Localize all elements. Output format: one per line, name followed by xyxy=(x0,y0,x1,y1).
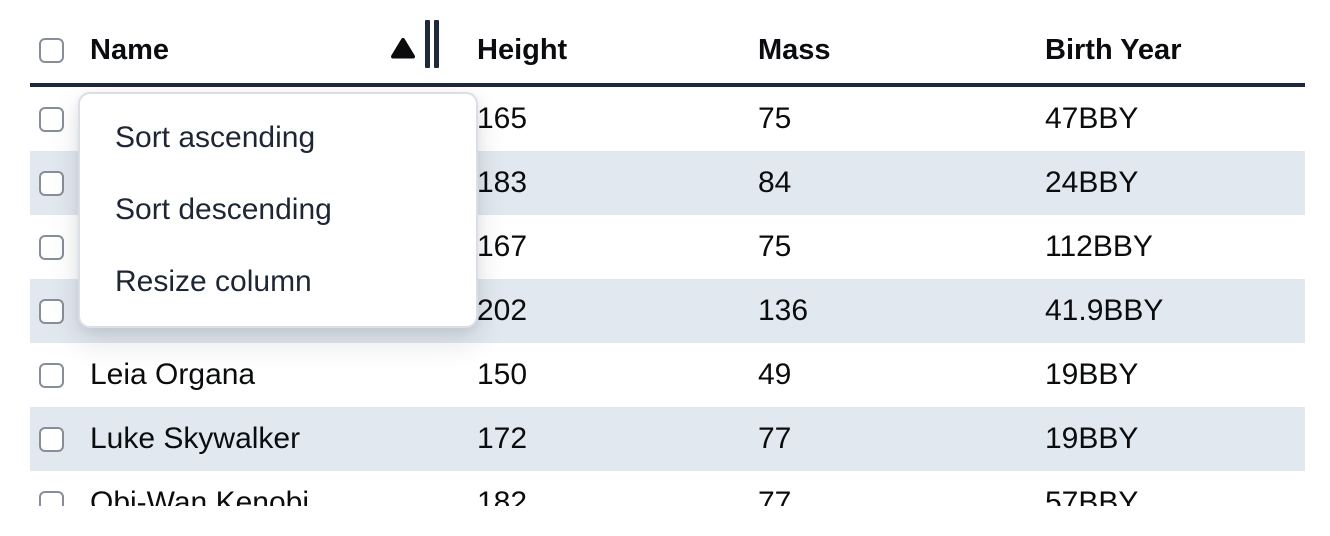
row-checkbox[interactable] xyxy=(39,170,64,196)
column-header-birth-year[interactable]: Birth Year xyxy=(1045,34,1182,66)
cell-birth-year: 41.9BBY xyxy=(1045,294,1164,327)
row-checkbox[interactable] xyxy=(39,234,64,260)
column-header-height[interactable]: Height xyxy=(477,34,568,66)
cell-mass: 49 xyxy=(758,358,792,391)
select-all-checkbox[interactable] xyxy=(39,38,64,63)
cell-height: 202 xyxy=(477,294,528,327)
table-row: Obi-Wan Kenobi 182 77 57BBY xyxy=(30,471,1305,506)
row-checkbox-cell xyxy=(30,106,90,132)
cell-height: 172 xyxy=(477,422,528,455)
table-row: Luke Skywalker 172 77 19BBY xyxy=(30,407,1305,471)
resize-bar xyxy=(425,20,430,68)
cell-height: 167 xyxy=(477,230,528,263)
cell-mass: 77 xyxy=(758,486,792,506)
cell-name: Leia Organa xyxy=(90,358,256,391)
cell-height: 183 xyxy=(477,166,528,199)
cell-mass: 136 xyxy=(758,294,809,327)
row-checkbox[interactable] xyxy=(39,490,64,506)
cell-height: 150 xyxy=(477,358,528,391)
menu-item-sort-ascending[interactable]: Sort ascending xyxy=(115,121,316,154)
menu-item-sort-descending[interactable]: Sort descending xyxy=(115,193,332,226)
cell-birth-year: 47BBY xyxy=(1045,102,1139,135)
row-checkbox-cell xyxy=(30,170,90,196)
cell-mass: 77 xyxy=(758,422,792,455)
row-checkbox-cell xyxy=(30,298,90,324)
row-checkbox-cell xyxy=(30,234,90,260)
row-checkbox[interactable] xyxy=(39,362,64,388)
cell-name: Obi-Wan Kenobi xyxy=(90,486,309,506)
row-checkbox-cell xyxy=(30,426,90,452)
cell-name: Luke Skywalker xyxy=(90,422,301,455)
cell-height: 182 xyxy=(477,486,528,506)
row-checkbox[interactable] xyxy=(39,106,64,132)
column-header-name[interactable]: Name xyxy=(90,34,169,66)
menu-item-resize-column[interactable]: Resize column xyxy=(115,265,312,298)
table-row: Leia Organa 150 49 19BBY xyxy=(30,343,1305,407)
cell-height: 165 xyxy=(477,102,528,135)
column-header-mass[interactable]: Mass xyxy=(758,34,831,66)
cell-birth-year: 19BBY xyxy=(1045,422,1139,455)
cell-mass: 75 xyxy=(758,102,792,135)
cell-mass: 75 xyxy=(758,230,792,263)
row-checkbox-cell xyxy=(30,490,90,506)
column-resize-handle-icon[interactable] xyxy=(425,20,439,68)
cell-birth-year: 57BBY xyxy=(1045,486,1139,506)
header-checkbox-cell xyxy=(30,38,90,63)
cell-birth-year: 19BBY xyxy=(1045,358,1139,391)
row-checkbox-cell xyxy=(30,362,90,388)
resize-bar xyxy=(434,20,439,68)
column-context-menu: Sort ascending Sort descending Resize co… xyxy=(78,92,478,328)
cell-birth-year: 24BBY xyxy=(1045,166,1139,199)
row-checkbox[interactable] xyxy=(39,298,64,324)
sort-ascending-indicator-icon xyxy=(391,38,415,59)
cell-mass: 84 xyxy=(758,166,792,199)
cell-birth-year: 112BBY xyxy=(1045,230,1153,263)
row-checkbox[interactable] xyxy=(39,426,64,452)
table-header: Name Height Mass Birth Year xyxy=(30,0,1305,87)
